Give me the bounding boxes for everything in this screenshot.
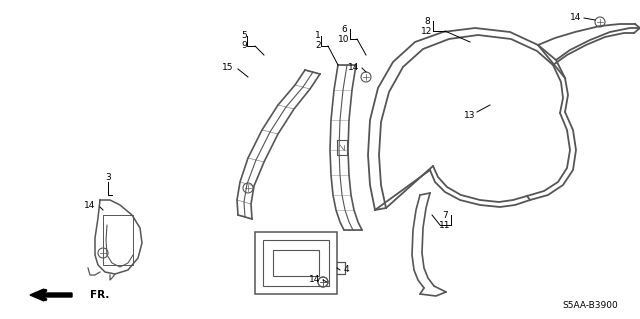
Text: 14: 14 xyxy=(309,276,321,285)
Text: 15: 15 xyxy=(222,63,234,72)
FancyArrow shape xyxy=(30,289,72,301)
Text: 4: 4 xyxy=(343,265,349,275)
Text: S5AA-B3900: S5AA-B3900 xyxy=(562,300,618,309)
Text: 9: 9 xyxy=(241,41,247,50)
Text: 2: 2 xyxy=(315,41,321,50)
Text: 10: 10 xyxy=(339,34,349,43)
Text: 7: 7 xyxy=(442,211,448,219)
Text: 14: 14 xyxy=(570,13,582,23)
Bar xyxy=(263,240,329,286)
Text: 1: 1 xyxy=(315,32,321,41)
Bar xyxy=(273,250,319,276)
Text: 13: 13 xyxy=(464,110,476,120)
Text: 6: 6 xyxy=(341,25,347,33)
Bar xyxy=(255,232,337,294)
Text: 5: 5 xyxy=(241,32,247,41)
Text: 14: 14 xyxy=(348,63,360,72)
Text: 8: 8 xyxy=(424,17,430,26)
Text: 11: 11 xyxy=(439,220,451,229)
Text: FR.: FR. xyxy=(90,290,109,300)
Text: 12: 12 xyxy=(421,26,433,35)
Text: 14: 14 xyxy=(84,201,96,210)
Text: 3: 3 xyxy=(105,174,111,182)
